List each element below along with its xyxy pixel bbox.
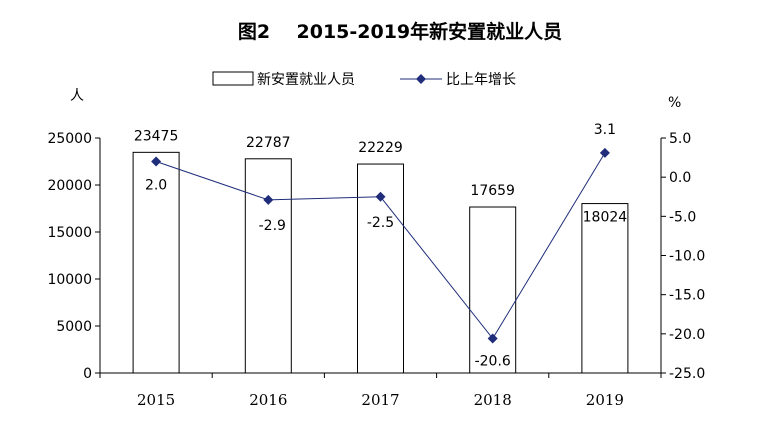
- x-tick-label: 2017: [361, 391, 399, 409]
- growth-point: [263, 194, 274, 205]
- right-tick-label: -5.0: [669, 209, 696, 225]
- growth-point: [487, 333, 498, 344]
- legend: 新安置就业人员 比上年增长: [212, 71, 516, 88]
- left-tick-label: 5000: [56, 319, 92, 335]
- left-tick-label: 15000: [47, 225, 92, 241]
- right-tick-label: 0.0: [669, 170, 691, 186]
- right-tick-label: -15.0: [669, 288, 705, 304]
- bar-value-label: 17659: [470, 183, 515, 199]
- bar: [469, 206, 517, 374]
- left-tick-label: 20000: [47, 178, 92, 194]
- growth-value-label: -20.6: [475, 354, 511, 370]
- x-tick-label: 2016: [249, 391, 287, 409]
- bar: [581, 203, 629, 374]
- bar: [132, 151, 180, 374]
- growth-point: [151, 156, 162, 167]
- growth-value-label: -2.9: [259, 218, 286, 234]
- legend-bar-swatch: [212, 71, 254, 86]
- chart-title: 图2 2015-2019年新安置就业人员: [238, 20, 562, 43]
- growth-point: [599, 147, 610, 158]
- right-axis-unit-label: %: [668, 95, 681, 111]
- bar-value-label: 22229: [358, 140, 403, 156]
- left-tick-label: 25000: [47, 131, 92, 147]
- legend-bar-label: 新安置就业人员: [257, 72, 355, 88]
- bar: [244, 158, 292, 374]
- legend-line-marker: [416, 74, 426, 84]
- x-tick-label: 2015: [137, 391, 175, 409]
- x-tick-label: 2019: [586, 391, 624, 409]
- legend-line-label: 比上年增长: [446, 72, 516, 88]
- right-tick-label: -20.0: [669, 327, 705, 343]
- right-tick-label: -25.0: [669, 366, 705, 382]
- growth-value-label: -2.5: [367, 215, 394, 231]
- growth-point: [375, 191, 386, 202]
- bar-value-label: 22787: [246, 135, 291, 151]
- left-tick-label: 10000: [47, 272, 92, 288]
- left-tick-label: 0: [83, 366, 92, 382]
- left-axis-unit-label: 人: [70, 88, 84, 104]
- growth-value-label: 2.0: [145, 178, 167, 194]
- bar-value-label: 23475: [134, 128, 179, 144]
- growth-value-label: 3.1: [594, 122, 616, 138]
- x-tick-label: 2018: [474, 391, 512, 409]
- right-tick-label: 5.0: [669, 131, 691, 147]
- right-tick-label: -10.0: [669, 249, 705, 265]
- bar-value-label: 18024: [583, 210, 628, 226]
